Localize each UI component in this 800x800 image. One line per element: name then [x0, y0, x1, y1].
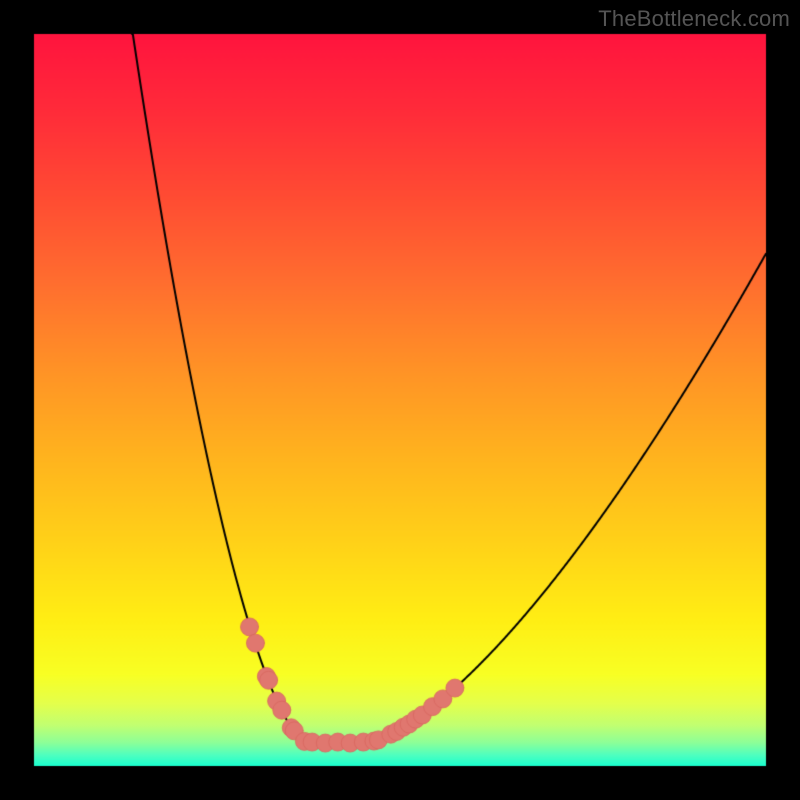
watermark-text: TheBottleneck.com — [598, 6, 790, 32]
chart-root: TheBottleneck.com — [0, 0, 800, 800]
bottleneck-curve-chart — [0, 0, 800, 800]
